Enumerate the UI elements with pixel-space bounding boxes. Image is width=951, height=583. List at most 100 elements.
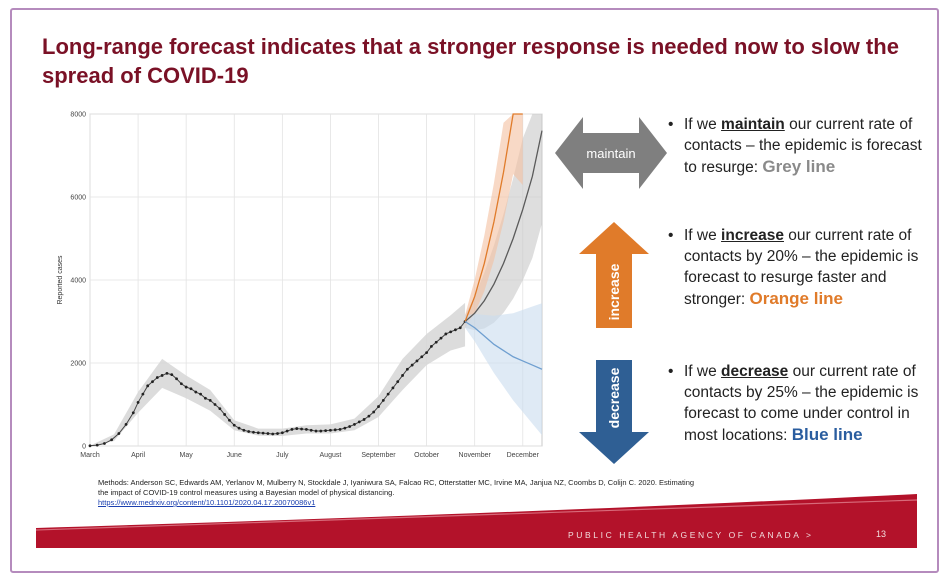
x-tick-label: May [180, 452, 194, 459]
observed-point [252, 430, 255, 434]
observed-point [155, 376, 159, 379]
observed-point [170, 373, 174, 377]
increase-arrow-label: increase [606, 263, 622, 320]
observed-point [223, 413, 227, 416]
observed-point [179, 382, 183, 386]
observed-point [343, 426, 347, 430]
observed-point [189, 387, 193, 391]
y-tick-label: 8000 [70, 112, 86, 119]
observed-point [410, 363, 414, 367]
increase-arrow-shape [579, 222, 649, 328]
observed-point [276, 432, 279, 435]
observed-point [367, 414, 371, 418]
x-tick-label: October [414, 452, 440, 459]
observed-point [237, 426, 241, 430]
observed-point [165, 371, 169, 375]
observed-point [338, 428, 342, 431]
observed-point [247, 430, 251, 433]
observed-point [405, 367, 409, 371]
methods-text: Methods: Anderson SC, Edwards AM, Yerlan… [98, 478, 695, 497]
observed-point [396, 380, 400, 384]
observed-point [386, 392, 390, 396]
observed-point [357, 420, 361, 424]
observed-point [213, 403, 217, 406]
agency-name: PUBLIC HEALTH AGENCY OF CANADA > [568, 530, 814, 540]
observed-point [381, 398, 385, 402]
decrease-arrow: decrease [579, 360, 649, 464]
maintain-arrow-label: maintain [586, 146, 635, 161]
blue-line-label: Blue line [791, 425, 863, 444]
observed-point [175, 377, 178, 381]
x-tick-label: December [507, 452, 540, 459]
decrease-arrow-label: decrease [606, 367, 622, 428]
bullet-dot: • [668, 227, 674, 244]
observed-point [353, 423, 356, 426]
keyword-maintain: maintain [721, 116, 785, 133]
x-tick-label: November [459, 452, 492, 459]
bullet-increase-text: If we increase our current rate of conta… [684, 227, 919, 308]
decrease-arrow-shape [579, 360, 649, 464]
observed-point [434, 340, 438, 344]
forecast-chart-svg: 0 2000 4000 6000 8000 March April May June July Au… [57, 112, 543, 459]
y-axis-label: Reported cases [57, 255, 64, 305]
observed-point [362, 418, 366, 421]
x-tick-label: September [361, 452, 396, 459]
forecast-line-increase [464, 113, 523, 322]
grey-line-label: Grey line [762, 157, 836, 176]
observed-point [256, 431, 260, 435]
observed-point [146, 384, 150, 388]
observed-point [184, 385, 188, 389]
forecast-chart: 0 2000 4000 6000 8000 March April May June July Au… [50, 108, 550, 468]
observed-point [218, 407, 222, 411]
bullet-decrease-text: If we decrease our current rate of conta… [684, 363, 919, 444]
observed-point [160, 374, 164, 377]
bullet-maintain-text: If we maintain our current rate of conta… [684, 116, 922, 176]
observed-point [333, 428, 337, 432]
observed-point [300, 427, 303, 431]
observed-point [131, 411, 135, 415]
methods-link[interactable]: https://www.medrxiv.org/content/10.1101/… [98, 498, 316, 507]
page-number: 13 [876, 529, 887, 539]
footer-banner [36, 494, 917, 548]
observed-point [266, 432, 270, 435]
bullet-dot: • [668, 363, 674, 380]
x-tick-label: March [80, 452, 100, 459]
bullet-decrease: • If we decrease our current rate of con… [668, 361, 928, 471]
observed-point [295, 427, 299, 430]
forecast-line-decrease [464, 320, 543, 370]
observed-point [401, 374, 404, 377]
observed-point [420, 355, 424, 359]
observed-point [136, 401, 140, 404]
observed-point [141, 392, 145, 396]
observed-point [151, 380, 154, 384]
observed-point [271, 432, 275, 436]
observed-point [290, 428, 294, 431]
observed-point [261, 431, 265, 435]
observed-point [377, 405, 380, 408]
observed-point [329, 428, 332, 432]
observed-point [95, 443, 99, 447]
observed-point [228, 418, 231, 422]
observed-point [280, 431, 284, 435]
observed-point [232, 423, 236, 427]
observed-point [454, 328, 457, 332]
observed-point [285, 429, 289, 433]
slide-title: Long-range forecast indicates that a str… [42, 34, 899, 88]
observed-point [242, 428, 246, 432]
bullet-dot: • [668, 116, 674, 133]
x-tick-label: July [276, 452, 289, 459]
bullet-maintain: • If we maintain our current rate of con… [668, 114, 928, 198]
observed-point [458, 326, 462, 330]
observed-uncertainty-band [90, 302, 466, 446]
observed-point [314, 429, 318, 433]
maintain-arrow-shape [555, 117, 667, 189]
observed-point [391, 386, 395, 390]
y-tick-label: 6000 [70, 195, 86, 202]
observed-point [194, 390, 198, 394]
y-tick-label: 0 [82, 444, 86, 451]
x-tick-label: April [131, 452, 145, 459]
observed-point [319, 429, 323, 433]
orange-line-label: Orange line [749, 289, 844, 308]
bullet-increase: • If we increase our current rate of con… [668, 225, 928, 340]
observed-point [208, 398, 212, 402]
